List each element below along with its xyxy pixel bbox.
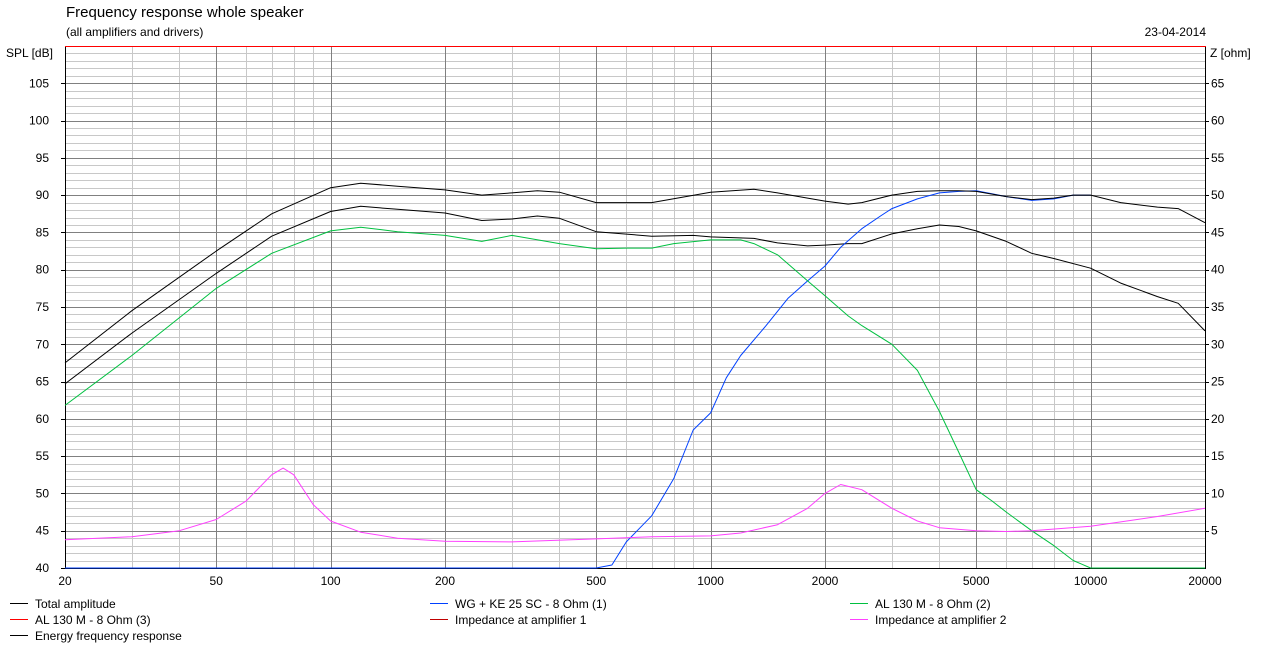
x-tick-label: 20000 [1188, 574, 1222, 588]
legend-item-al130m-2: AL 130 M - 8 Ohm (2) [850, 596, 991, 612]
legend-item-energy-frequency-response: Energy frequency response [10, 628, 182, 644]
y-tick-label-left: 50 [36, 486, 50, 500]
legend-label: AL 130 M - 8 Ohm (2) [875, 597, 991, 611]
legend-item-impedance-amp-1: Impedance at amplifier 1 [430, 612, 586, 628]
legend-item-impedance-amp-2: Impedance at amplifier 2 [850, 612, 1006, 628]
x-tick-label: 10000 [1074, 574, 1108, 588]
y-tick-label-right: 5 [1211, 524, 1218, 538]
x-tick-label: 2000 [812, 574, 839, 588]
legend-label: Total amplitude [35, 597, 116, 611]
x-tick-label: 1000 [697, 574, 724, 588]
y-tick-label-left: 90 [36, 188, 50, 202]
y-tick-label-left: 85 [36, 225, 50, 239]
y-tick-label-right: 45 [1211, 225, 1225, 239]
y-tick-label-left: 60 [36, 412, 50, 426]
series-line-total-amplitude [64, 205, 1206, 385]
legend-label: AL 130 M - 8 Ohm (3) [35, 613, 151, 627]
legend-label: Impedance at amplifier 1 [455, 613, 587, 627]
legend-swatch [10, 619, 28, 621]
x-tick-label: 5000 [963, 574, 990, 588]
legend-label: WG + KE 25 SC - 8 Ohm (1) [455, 597, 607, 611]
frequency-response-plot: 40 45 50 55 60 65 70 75 80 85 90 95 100 105 5 10 15 20 25 3… [29, 46, 1225, 588]
y-tick-label-right: 35 [1211, 300, 1225, 314]
series-line-impedance-at-amplifier-2 [64, 467, 1206, 543]
y-tick-label-left: 105 [29, 76, 49, 90]
legend-swatch [850, 603, 868, 605]
y-tick-label-left: 55 [36, 449, 50, 463]
y-tick-label-right: 40 [1211, 263, 1225, 277]
legend-label: Energy frequency response [35, 629, 182, 643]
x-tick-label: 20 [58, 574, 72, 588]
y-tick-label-right: 25 [1211, 375, 1225, 389]
axes: 40 45 50 55 60 65 70 75 80 85 90 95 100 105 5 10 15 20 25 3… [29, 46, 1225, 588]
x-tick-label: 200 [435, 574, 455, 588]
legend-item-total-amplitude: Total amplitude [10, 596, 116, 612]
legend-label: Impedance at amplifier 2 [875, 613, 1007, 627]
legend: Total amplitude WG + KE 25 SC - 8 Ohm (1… [0, 596, 1264, 645]
x-tick-label: 500 [586, 574, 606, 588]
y-tick-label-right: 15 [1211, 449, 1225, 463]
legend-swatch [850, 619, 868, 621]
y-tick-label-right: 30 [1211, 337, 1225, 351]
chart-date: 23-04-2014 [1144, 25, 1206, 39]
y-tick-label-left: 100 [29, 114, 49, 128]
y-tick-label-left: 70 [36, 337, 50, 351]
legend-item-wg-ke25sc: WG + KE 25 SC - 8 Ohm (1) [430, 596, 607, 612]
y-tick-label-left: 80 [36, 263, 50, 277]
y-tick-label-left: 45 [36, 524, 50, 538]
legend-swatch [430, 603, 448, 605]
y-tick-label-right: 65 [1211, 76, 1225, 90]
chart-subtitle: (all amplifiers and drivers) [66, 25, 204, 39]
legend-swatch [10, 635, 28, 637]
y-tick-label-right: 55 [1211, 151, 1225, 165]
y-tick-label-left: 95 [36, 151, 50, 165]
y-axis-label-left: SPL [dB] [6, 46, 53, 60]
x-tick-label: 50 [210, 574, 224, 588]
series-line-al-130-m-8-ohm-2 [64, 226, 1205, 569]
y-tick-label-left: 40 [36, 561, 50, 575]
legend-item-al130m-3: AL 130 M - 8 Ohm (3) [10, 612, 151, 628]
y-tick-label-right: 20 [1211, 412, 1225, 426]
grid [65, 46, 1205, 568]
series-lines [64, 182, 1206, 569]
y-axis-label-right: Z [ohm] [1210, 46, 1251, 60]
x-tick-label: 100 [321, 574, 341, 588]
legend-swatch [430, 619, 448, 621]
series-line-energy-frequency-response [64, 182, 1206, 364]
y-tick-label-left: 65 [36, 375, 50, 389]
y-tick-label-right: 10 [1211, 486, 1225, 500]
y-tick-label-right: 60 [1211, 114, 1225, 128]
y-tick-label-left: 75 [36, 300, 50, 314]
y-tick-label-right: 50 [1211, 188, 1225, 202]
legend-swatch [10, 603, 28, 605]
chart-title: Frequency response whole speaker [66, 4, 304, 21]
